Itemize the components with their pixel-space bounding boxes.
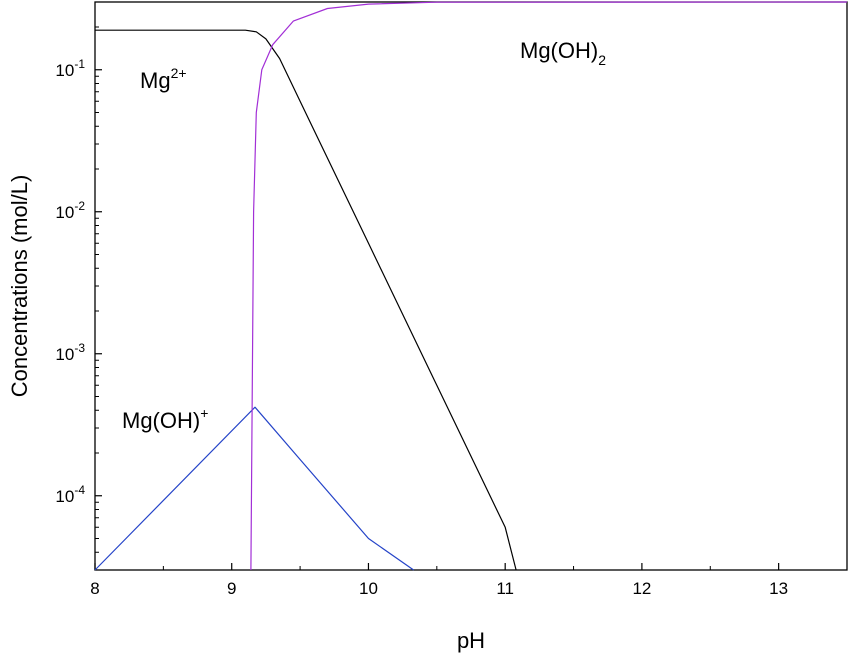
series-label-mgoh2-main: Mg(OH) [520,38,598,63]
x-tick-label: 12 [632,579,651,598]
series-label-mgoh-sup: + [200,405,208,421]
y-tick-base: 10 [55,203,74,222]
x-tick-label: 13 [769,579,788,598]
x-tick-label: 9 [227,579,236,598]
series-line-mg2 [95,29,517,571]
x-axis: 8 9 10 11 12 13 [90,563,788,598]
y-tick-exp: -2 [74,199,85,213]
y-tick-label: 10-3 [55,341,85,364]
y-tick-base: 10 [55,61,74,80]
y-tick-exp: -4 [74,483,85,497]
series-label-mgoh2-sub: 2 [598,52,606,68]
x-tick-label: 10 [359,579,378,598]
series-label-mg2: Mg2+ [140,65,187,93]
y-tick-label: 10-4 [55,483,85,506]
y-tick-exp: -1 [74,57,85,71]
plot-frame [94,1,848,571]
series-line-mgoh2 [250,1,848,571]
y-tick-label: 10-1 [55,57,85,80]
series-line-mgoh [94,406,414,571]
y-axis: 10-110-210-310-4 [55,26,102,571]
y-tick-base: 10 [55,487,74,506]
x-tick-label: 11 [496,579,514,598]
series-label-mgoh-main: Mg(OH) [122,408,200,433]
x-tick-label: 8 [90,579,99,598]
series-layer [94,1,848,571]
y-tick-label: 10-2 [55,199,85,222]
y-axis-title: Concentrations (mol/L) [7,175,32,398]
y-tick-exp: -3 [74,341,85,355]
series-label-mg2-main: Mg [140,68,171,93]
series-label-mgoh2: Mg(OH)2 [520,38,606,68]
y-tick-base: 10 [55,345,74,364]
series-label-mg2-sup: 2+ [171,65,187,81]
series-label-mgoh: Mg(OH)+ [122,405,208,433]
x-axis-title: pH [457,628,485,653]
